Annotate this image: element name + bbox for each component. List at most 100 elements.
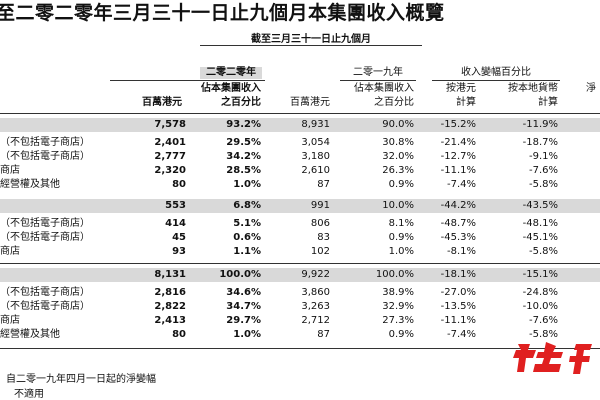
cell-share-2020: 5.1% (233, 218, 261, 229)
by-hkd-header-line1: 按港元 (446, 83, 476, 94)
section3-total-shade (0, 268, 600, 282)
cell-share-2019: 32.0% (382, 151, 414, 162)
cell-share-2020: 29.7% (226, 315, 261, 326)
cell-hkm-2019: 8,931 (301, 119, 330, 130)
row-label: （不包括電子商店） (0, 137, 90, 148)
cell-hkm-2020: 2,401 (154, 137, 186, 148)
cell-share-2020: 1.0% (233, 329, 261, 340)
row-label: （不包括電子商店） (0, 218, 90, 229)
cell-hkm-2020: 553 (165, 200, 186, 211)
share-2020-header-line1: 佔本集團收入 (201, 83, 261, 94)
cell-change-hkd: -21.4% (440, 137, 476, 148)
table-row: 商店 2,413 29.7% 2,712 27.3% -11.1% -7.6% (0, 314, 600, 328)
cell-hkm-2019: 9,922 (301, 269, 330, 280)
cell-hkm-2019: 806 (310, 218, 330, 229)
cell-hkm-2019: 3,180 (301, 151, 330, 162)
cell-hkm-2020: 2,777 (154, 151, 186, 162)
period-underline (200, 45, 422, 46)
cell-hkm-2019: 3,263 (301, 301, 330, 312)
period-header: 截至三月三十一日止九個月 (251, 34, 371, 45)
cell-share-2020: 100.0% (219, 269, 261, 280)
cell-hkm-2020: 80 (172, 179, 186, 190)
table-row: 7,578 93.2% 8,931 90.0% -15.2% -11.9% (0, 118, 600, 132)
by-local-header-line1: 按本地貨幣 (508, 83, 558, 94)
row-label: （不包括電子商店） (0, 232, 90, 243)
cell-hkm-2020: 2,822 (154, 301, 186, 312)
cell-hkm-2019: 102 (310, 246, 330, 257)
group-header-line (110, 80, 265, 81)
year-2020-header: 二零二零年 (206, 67, 256, 78)
hk-m-2020-header: 百萬港元 (142, 97, 182, 108)
cell-share-2019: 30.8% (382, 137, 414, 148)
cell-change-local: -18.7% (522, 137, 558, 148)
table-row: 商店 93 1.1% 102 1.0% -8.1% -5.8% (0, 245, 600, 259)
cell-hkm-2019: 83 (317, 232, 330, 243)
section1-total-shade (0, 118, 600, 132)
cell-share-2020: 34.2% (226, 151, 261, 162)
cell-hkm-2019: 87 (317, 329, 330, 340)
red-star-news-watermark (513, 342, 592, 374)
cell-change-local: -24.8% (522, 287, 558, 298)
cell-share-2019: 27.3% (382, 315, 414, 326)
cell-share-2020: 1.0% (233, 179, 261, 190)
cell-hkm-2019: 87 (317, 179, 330, 190)
cell-change-local: -5.8% (528, 329, 558, 340)
report-title: 至二零二零年三月三十一日止九個月本集團收入概覽 (0, 2, 445, 24)
cell-share-2020: 34.6% (226, 287, 261, 298)
change-group-header: 收入變幅百分比 (461, 67, 531, 78)
cell-hkm-2020: 93 (172, 246, 186, 257)
year-2019-header: 二零一九年 (353, 67, 403, 78)
cell-share-2020: 34.7% (226, 301, 261, 312)
group-header-line-change (432, 80, 560, 81)
table-bottom-line (0, 348, 600, 349)
table-row: 8,131 100.0% 9,922 100.0% -18.1% -15.1% (0, 268, 600, 282)
cell-share-2020: 0.6% (233, 232, 261, 243)
cell-change-hkd: -7.4% (446, 179, 476, 190)
footnote-2: 不適用 (14, 389, 44, 400)
table-row: 553 6.8% 991 10.0% -44.2% -43.5% (0, 199, 600, 213)
share-2019-header-line1: 佔本集團收入 (354, 83, 414, 94)
cell-change-local: -43.5% (522, 200, 558, 211)
hk-m-2019-header: 百萬港元 (290, 97, 330, 108)
cell-hkm-2019: 991 (310, 200, 330, 211)
by-hkd-header-line2: 計算 (456, 97, 476, 108)
cell-share-2019: 26.3% (382, 165, 414, 176)
cell-change-hkd: -13.5% (440, 301, 476, 312)
row-label: （不包括電子商店） (0, 287, 90, 298)
cell-hkm-2020: 7,578 (154, 119, 186, 130)
cell-share-2020: 1.1% (233, 246, 261, 257)
cell-share-2019: 0.9% (388, 232, 414, 243)
cell-hkm-2020: 45 (172, 232, 186, 243)
cell-change-hkd: -27.0% (440, 287, 476, 298)
cell-share-2020: 28.5% (226, 165, 261, 176)
cell-change-local: -5.8% (528, 179, 558, 190)
cell-change-local: -7.6% (528, 315, 558, 326)
row-label: 商店 (0, 246, 20, 257)
header-bottom-line (0, 113, 600, 114)
cell-hkm-2019: 2,712 (301, 315, 330, 326)
share-2020-header-line2: 之百分比 (221, 97, 261, 108)
cell-hkm-2020: 8,131 (154, 269, 186, 280)
row-label: 商店 (0, 315, 20, 326)
table-row: （不包括電子商店） 2,822 34.7% 3,263 32.9% -13.5%… (0, 300, 600, 314)
cell-hkm-2020: 80 (172, 329, 186, 340)
cell-change-local: -48.1% (522, 218, 558, 229)
cell-change-hkd: -11.1% (440, 165, 476, 176)
cell-share-2020: 93.2% (226, 119, 261, 130)
cell-hkm-2020: 2,320 (154, 165, 186, 176)
cell-change-local: -11.9% (522, 119, 558, 130)
cell-change-hkd: -8.1% (446, 246, 476, 257)
cell-share-2019: 10.0% (382, 200, 414, 211)
cell-hkm-2019: 2,610 (301, 165, 330, 176)
table-row: （不包括電子商店） 2,777 34.2% 3,180 32.0% -12.7%… (0, 150, 600, 164)
cell-change-hkd: -7.4% (446, 329, 476, 340)
cell-share-2019: 0.9% (388, 329, 414, 340)
cell-change-hkd: -11.1% (440, 315, 476, 326)
cell-share-2019: 100.0% (375, 269, 414, 280)
cell-hkm-2019: 3,054 (301, 137, 330, 148)
net-header-partial: 淨 (586, 83, 596, 94)
cell-change-hkd: -15.2% (440, 119, 476, 130)
cell-change-local: -15.1% (522, 269, 558, 280)
table-row: （不包括電子商店） 2,401 29.5% 3,054 30.8% -21.4%… (0, 136, 600, 150)
cell-change-local: -7.6% (528, 165, 558, 176)
